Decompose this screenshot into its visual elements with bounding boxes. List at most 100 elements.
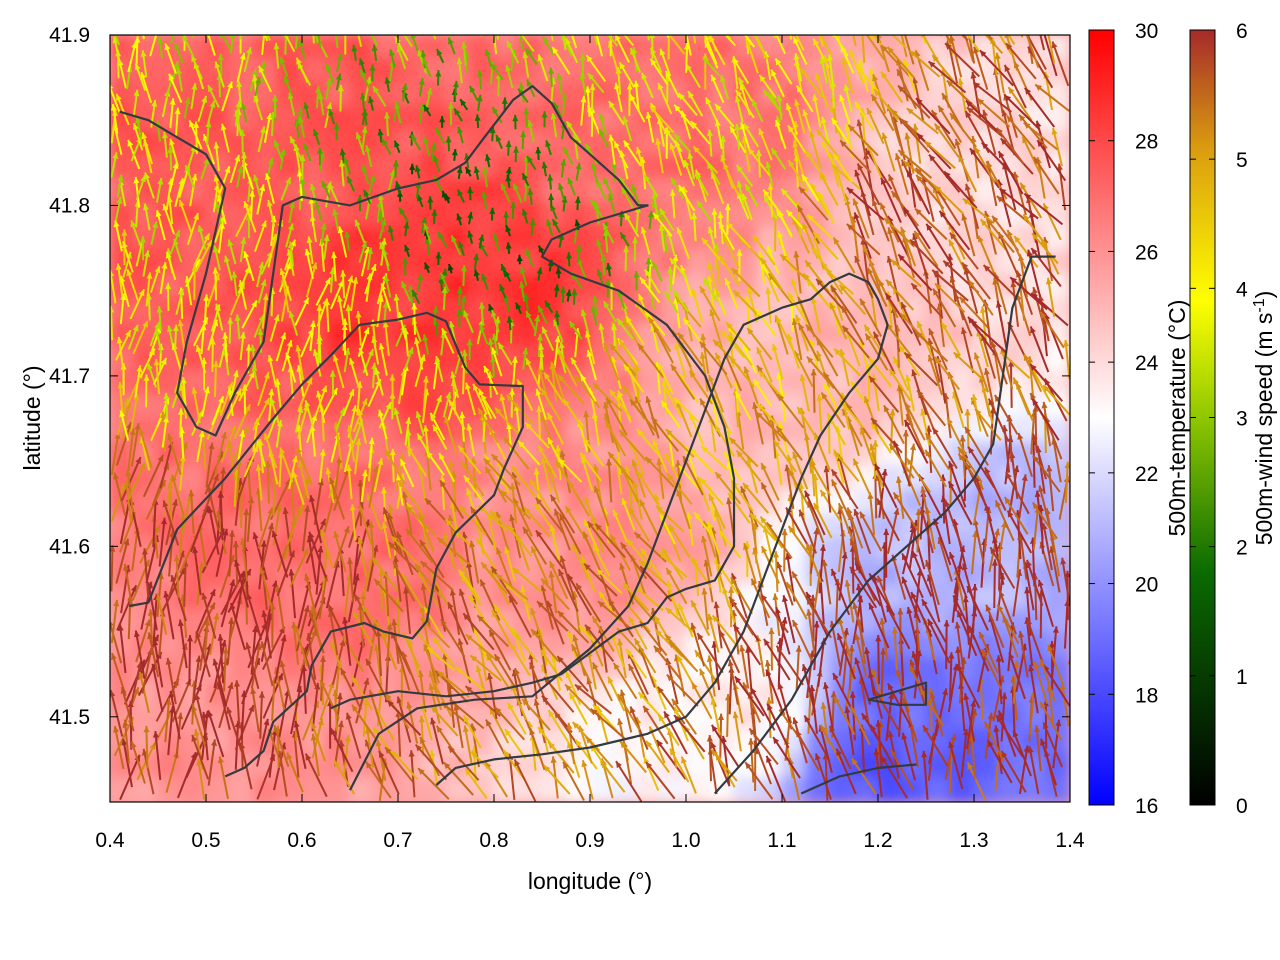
heatmap-cell	[373, 35, 399, 60]
heatmap-cell	[157, 225, 183, 252]
wind-arrow	[666, 35, 670, 38]
temperature-colorbar: 16 18 20 22 24 26 28 30 500m-temperature (°C)	[1088, 20, 1190, 818]
wind-colorbar-label-main: 500m-wind speed (m s	[1251, 313, 1277, 546]
heatmap-cell	[1045, 225, 1070, 252]
heatmap-cell	[349, 465, 375, 492]
heatmap-cell	[110, 81, 135, 108]
wind-arrow	[139, 525, 161, 564]
y-tick-label: 41.8	[49, 194, 90, 217]
heatmap-cell	[925, 465, 951, 492]
heatmap-cell	[421, 729, 447, 756]
heatmap-cell	[277, 585, 303, 612]
heatmap-cell	[901, 777, 927, 802]
heatmap-cell	[349, 105, 375, 132]
heatmap-cell	[565, 345, 591, 372]
heatmap-cell	[445, 777, 471, 802]
wind-arrow	[127, 324, 139, 350]
heatmap-cell	[613, 321, 639, 348]
heatmap-cell	[325, 369, 351, 396]
x-axis-label: longitude (°)	[528, 868, 652, 894]
colorbar-tick-label: 30	[1135, 20, 1158, 43]
heatmap-cell	[925, 777, 951, 802]
heatmap-cell	[517, 57, 543, 84]
wind-arrow	[116, 174, 124, 198]
wind-arrow	[115, 93, 130, 126]
wind-arrow	[133, 630, 146, 679]
wind-arrow	[117, 381, 124, 418]
heatmap-cell	[181, 465, 207, 492]
heatmap-cell	[397, 129, 423, 156]
heatmap-cell	[397, 777, 423, 802]
heatmap-cell	[469, 201, 495, 228]
heatmap-cell	[493, 177, 519, 204]
colorbar-tick-label: 18	[1135, 684, 1158, 707]
heatmap-cell	[397, 81, 423, 108]
x-tick-label: 1.0	[671, 829, 700, 852]
colorbar-tick-label: 4	[1236, 278, 1248, 301]
x-tick-label: 0.5	[191, 829, 220, 852]
y-tick-label: 41.5	[49, 706, 90, 729]
colorbar-tick-label: 22	[1135, 463, 1158, 486]
heatmap-cell	[1045, 585, 1070, 612]
colorbar-tick-label: 2	[1236, 537, 1248, 560]
heatmap-cell	[325, 249, 351, 276]
heatmap-cell	[517, 201, 543, 228]
wind-arrow	[135, 174, 146, 201]
x-tick-label: 0.9	[575, 829, 604, 852]
heatmap-cell	[661, 153, 687, 180]
wind-arrow	[132, 35, 135, 36]
wind-colorbar: 0 1 2 3 4 5 6 500m-wind speed (m s-1)	[1189, 20, 1277, 818]
wind-arrow	[772, 35, 777, 39]
heatmap-cell	[181, 105, 207, 132]
wind-arrow	[114, 196, 123, 221]
wind-arrow	[119, 275, 130, 308]
heatmap-cell	[949, 777, 975, 802]
wind-arrow	[121, 240, 134, 273]
wind-arrow	[449, 35, 452, 38]
wind-arrow	[125, 469, 134, 513]
colorbar-tick-label: 20	[1135, 574, 1158, 597]
wind-arrow	[120, 686, 135, 732]
wind-arrow	[110, 306, 115, 341]
heatmap-cell	[757, 489, 783, 516]
heatmap-cell	[110, 369, 135, 396]
heatmap-cell	[373, 81, 399, 108]
wind-arrow	[117, 624, 127, 674]
heatmap-cell	[253, 345, 279, 372]
heatmap-cell	[397, 225, 423, 252]
wind-arrow	[111, 652, 127, 697]
wind-arrow	[132, 320, 149, 355]
wind-arrow	[122, 719, 130, 765]
wind-arrow	[119, 293, 127, 325]
wind-arrow	[1055, 35, 1058, 36]
wind-arrow	[130, 423, 141, 467]
wind-arrow	[110, 545, 116, 592]
heatmap-cell	[421, 81, 447, 108]
heatmap-cell	[110, 561, 135, 588]
colorbar-tick-label: 1	[1236, 666, 1248, 689]
wind-arrow	[126, 268, 140, 302]
heatmap-cell	[637, 225, 663, 252]
heatmap-cell	[685, 177, 711, 204]
y-tick-label: 41.9	[49, 24, 90, 47]
heatmap-cell	[589, 201, 615, 228]
heatmap-cell	[205, 369, 231, 396]
wind-arrow	[869, 35, 874, 40]
wind-arrow	[205, 35, 208, 37]
heatmap-cell	[853, 489, 879, 516]
wind-colorbar-label-close: )	[1251, 291, 1277, 299]
heatmap-cell	[110, 35, 135, 60]
heatmap-cell	[805, 201, 831, 228]
wind-arrow	[110, 482, 126, 522]
wind-arrow	[127, 41, 138, 73]
heatmap-cell	[709, 81, 735, 108]
wind-arrow	[1020, 35, 1024, 38]
x-tick-label: 0.8	[479, 829, 508, 852]
heatmap-cell	[517, 321, 543, 348]
wind-arrow	[134, 36, 141, 68]
heatmap-cell	[661, 105, 687, 132]
heatmap-cell	[853, 177, 879, 204]
heatmap-cell	[829, 57, 855, 84]
heatmap-cell	[229, 105, 255, 132]
